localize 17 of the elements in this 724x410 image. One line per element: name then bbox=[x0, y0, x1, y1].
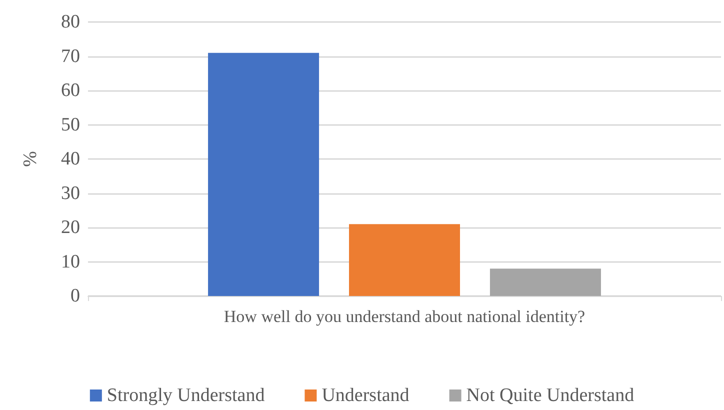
y-tick-label: 30 bbox=[61, 182, 80, 204]
y-axis-title: % bbox=[20, 150, 41, 167]
legend-label: Strongly Understand bbox=[106, 385, 266, 406]
bar bbox=[349, 224, 460, 296]
y-tick-label: 70 bbox=[61, 46, 80, 67]
y-tick-label: 50 bbox=[61, 114, 80, 136]
y-tick-label: 80 bbox=[61, 12, 80, 32]
y-tick-label: 40 bbox=[61, 148, 80, 170]
legend-label: Not Quite Understand bbox=[466, 385, 635, 406]
bar bbox=[490, 268, 601, 296]
bar bbox=[208, 52, 320, 296]
y-tick-label: 20 bbox=[61, 217, 80, 238]
legend-label: Understand bbox=[322, 385, 410, 406]
x-tick-label: How well do you understand about national identity? bbox=[224, 307, 586, 326]
y-tick-label: 0 bbox=[70, 286, 80, 306]
y-tick-label: 10 bbox=[61, 251, 80, 272]
y-tick-label: 60 bbox=[61, 80, 80, 101]
